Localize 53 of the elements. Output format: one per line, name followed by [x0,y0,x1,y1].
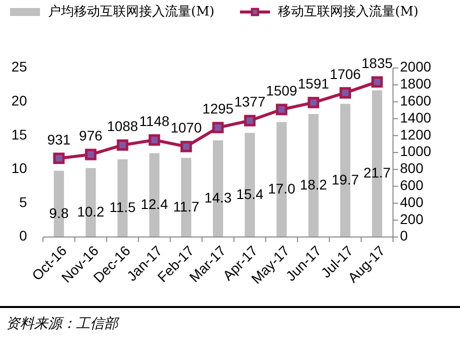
y-tick-label: 10 [11,160,28,176]
y2-tick-label: 600 [400,177,424,194]
y2-tick-label: 1600 [400,92,432,109]
point [340,87,351,99]
y2-tick-label: 1800 [400,76,432,92]
legend-label: 移动互联网接入流量(M) [278,3,418,20]
y-tick-label: 0 [19,228,28,244]
data-label: 1295 [202,100,234,117]
point [148,134,160,146]
data-label: 15.4 [236,186,264,202]
data-label: 1591 [298,76,330,92]
data-label: 11.7 [173,198,200,214]
data-label: 976 [79,128,103,144]
data-label: 17.0 [268,180,296,197]
point [276,104,288,116]
data-label: 11.5 [109,199,136,216]
y2-tick-label: 400 [400,194,424,210]
y2-tick-label: 0 [400,228,408,244]
point [116,139,128,151]
data-label: 10.2 [77,204,105,220]
legend-label: 户均移动互联网接入流量(M) [48,3,214,20]
data-label: 12.4 [140,196,168,212]
point [212,122,224,134]
y2-tick-label: 1000 [400,143,432,160]
data-label: 18.2 [300,176,328,192]
point [371,76,383,88]
data-label: 9.8 [49,204,69,221]
data-label: 19.7 [332,171,360,188]
y2-tick-label: 1200 [400,126,432,142]
y2-tick-label: 200 [400,210,424,227]
data-label: 1706 [330,66,362,82]
text: 资料来源：工信部 [6,316,120,332]
point [85,148,96,160]
y-tick-label: 20 [11,92,28,109]
point [244,114,256,126]
data-label: 1509 [266,82,298,98]
y2-tick-label: 2000 [400,58,432,75]
data-label: 1377 [234,94,266,110]
data-label: 1070 [170,120,202,136]
data-label: 1148 [139,112,170,129]
data-label: 1088 [106,118,138,134]
y-tick-label: 25 [11,58,28,75]
y2-tick-label: 1400 [400,109,432,126]
data-label: 1835 [362,54,393,71]
data-label: 14.3 [204,190,232,206]
data-label: 21.7 [363,164,391,181]
point [53,152,65,164]
y-tick-label: 5 [19,194,28,210]
y-tick-label: 15 [11,126,28,142]
y2-tick-label: 800 [400,160,424,176]
point [308,96,320,108]
point [180,140,192,152]
data-label: 931 [47,131,71,148]
